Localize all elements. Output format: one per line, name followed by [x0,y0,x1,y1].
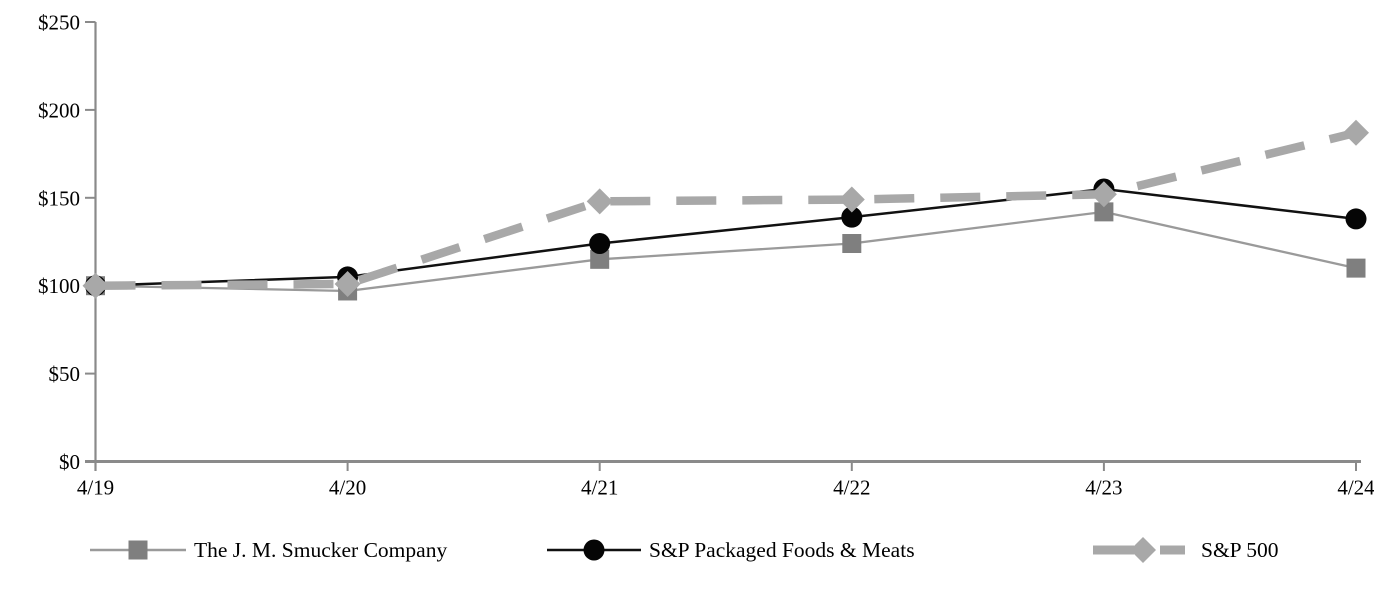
square-marker [1346,258,1366,278]
smucker-line-square-icon [90,540,186,560]
y-tick-label: $100 [38,274,80,298]
series-line-1 [95,187,1357,287]
packaged-foods-line-circle-icon [547,539,641,561]
x-tick-label: 4/20 [329,476,366,500]
y-tick-label: $200 [38,98,80,122]
diamond-marker [82,272,109,299]
series-line-0 [95,210,1357,293]
diamond-marker [1343,119,1369,146]
y-tick-label: $0 [59,450,80,474]
legend-circle-marker [583,539,605,561]
diamond-marker [1090,181,1117,208]
circle-marker [841,206,863,228]
x-tick-label: 4/22 [833,476,870,500]
legend-label-packaged-foods: S&P Packaged Foods & Meats [649,537,915,562]
legend-diamond-marker [1130,537,1156,563]
y-tick-label: $250 [38,11,80,35]
legend-item-smucker: The J. M. Smucker Company [90,536,447,564]
legend-dash [1093,545,1134,555]
circle-marker [589,233,611,255]
x-tick-label: 4/24 [1337,476,1374,500]
square-marker [590,249,610,269]
legend-item-packaged-foods: S&P Packaged Foods & Meats [547,536,915,564]
chart-legend: The J. M. Smucker Company S&P Packaged F… [0,536,1374,566]
legend-label-sp500: S&P 500 [1201,537,1279,562]
series-circle [85,178,1367,297]
x-tick-label: 4/21 [581,476,618,500]
diamond-marker [334,270,361,297]
square-marker [842,234,862,254]
legend-square-marker [128,540,148,560]
plot-area: $0 $50 $100 $150 $200 $250 4/19 4/20 4/21 4/22 4/2… [38,11,1374,500]
legend-dash [1160,545,1185,555]
y-tick-label: $150 [38,186,80,210]
y-tick-label: $50 [49,362,81,386]
legend-item-sp500: S&P 500 [1093,536,1278,564]
series-diamond [82,119,1369,299]
series-square [86,202,1366,301]
diamond-marker [838,186,865,213]
x-tick-label: 4/23 [1085,476,1122,500]
square-marker [1094,202,1114,222]
diamond-marker [586,188,613,215]
circle-marker [1345,208,1367,230]
x-tick-label: 4/19 [77,476,114,500]
sp500-dashed-diamond-icon [1093,537,1185,563]
legend-label-smucker: The J. M. Smucker Company [194,537,448,562]
series-line-2 [95,128,1358,290]
